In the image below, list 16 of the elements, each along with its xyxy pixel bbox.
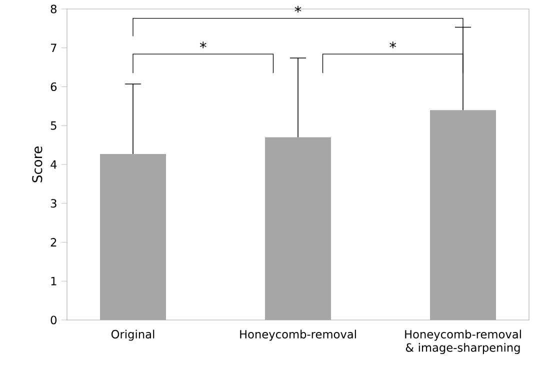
y-tick-label: 0 <box>50 316 57 324</box>
x-tick-label: Honeycomb-removal & image-sharpening <box>405 330 521 354</box>
y-tick-label: 1 <box>51 276 56 286</box>
y-axis-title: Score <box>32 146 42 182</box>
y-tick-label: 8 <box>50 4 56 14</box>
y-tick-label: 7 <box>50 44 56 52</box>
y-tick-label: 4 <box>50 160 57 169</box>
y-tick-label: 2 <box>50 238 56 246</box>
x-tick-label: Honeycomb-removal <box>240 330 356 341</box>
annotation: * <box>294 6 302 13</box>
y-tick-label: 3 <box>50 199 56 208</box>
y-tick-label: 5 <box>50 121 56 130</box>
y-tick-label: 6 <box>50 82 57 92</box>
annotation: * <box>200 42 206 48</box>
annotation: * <box>390 42 396 48</box>
x-tick-label: Original <box>111 330 154 341</box>
